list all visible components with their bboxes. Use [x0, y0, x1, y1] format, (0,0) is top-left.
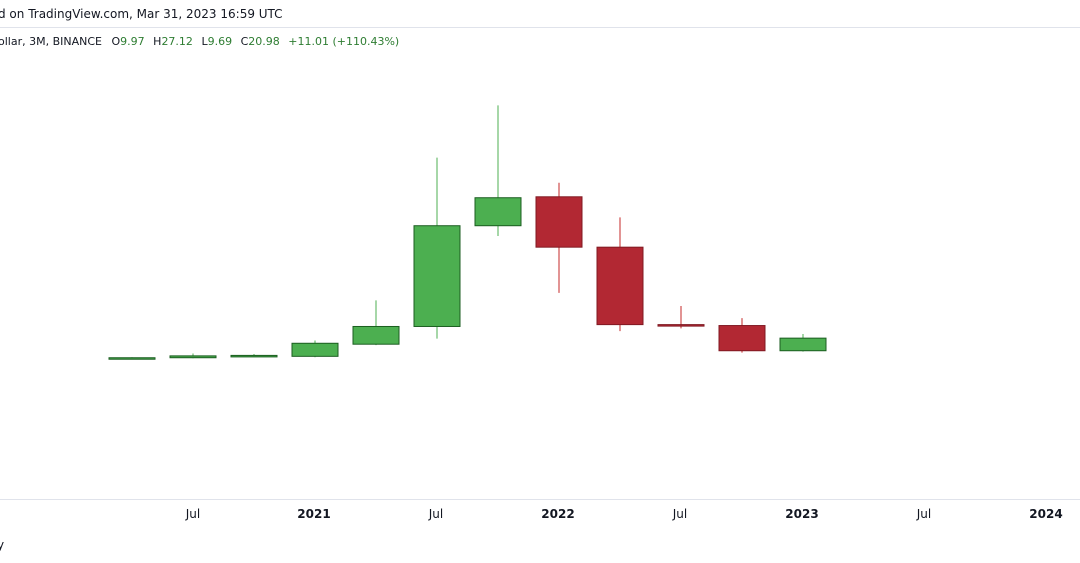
candle-body [169, 355, 217, 359]
open-value: 9.97 [120, 35, 145, 48]
candle-body [291, 342, 339, 357]
high-label: H [153, 35, 162, 48]
candle[interactable] [474, 105, 522, 236]
published-text: d on TradingView.com, Mar 31, 2023 16:59… [0, 7, 283, 21]
candle-body [230, 354, 278, 358]
symbol-label: ollar, 3M, BINANCE [0, 35, 102, 48]
close-label: C [240, 35, 249, 48]
high-value: 27.12 [161, 35, 193, 48]
x-tick-label: 2024 [1029, 507, 1063, 521]
x-tick-label: 2021 [297, 507, 331, 521]
candle[interactable] [413, 157, 461, 339]
candle-body [596, 246, 644, 326]
header-bar [0, 0, 1080, 28]
candle-body [718, 325, 766, 352]
candle-body [535, 196, 583, 248]
candle[interactable] [169, 353, 217, 359]
candlestick-chart[interactable] [0, 0, 1080, 500]
x-tick-label: Jul [428, 507, 444, 521]
x-tick-label: 2022 [541, 507, 575, 521]
candle-body [352, 325, 400, 345]
footer-text: y [0, 538, 5, 552]
candle[interactable] [230, 354, 278, 358]
candle-body [657, 324, 705, 327]
open-label: O [111, 35, 121, 48]
candle-body [413, 225, 461, 327]
candle[interactable] [352, 300, 400, 346]
low-value: 9.69 [207, 35, 233, 48]
x-axis-line [0, 499, 1080, 500]
candle[interactable] [596, 217, 644, 332]
change-value: +11.01 (+110.43%) [288, 35, 400, 48]
x-tick-label: 2023 [785, 507, 819, 521]
x-tick-label: Jul [185, 507, 201, 521]
x-tick-label: Jul [672, 507, 688, 521]
candle-body [779, 337, 827, 352]
ohlc-legend: ollar, 3M, BINANCE O9.97 H27.12 L9.69 C2… [0, 35, 399, 48]
candle[interactable] [108, 357, 156, 360]
candle[interactable] [718, 318, 766, 353]
close-value: 20.98 [248, 35, 280, 48]
candle[interactable] [779, 333, 827, 352]
low-label: L [201, 35, 208, 48]
candle-body [474, 197, 522, 227]
candle-body [108, 357, 156, 360]
candle[interactable] [291, 340, 339, 358]
candle[interactable] [657, 305, 705, 329]
candle[interactable] [535, 182, 583, 293]
x-tick-label: Jul [916, 507, 932, 521]
